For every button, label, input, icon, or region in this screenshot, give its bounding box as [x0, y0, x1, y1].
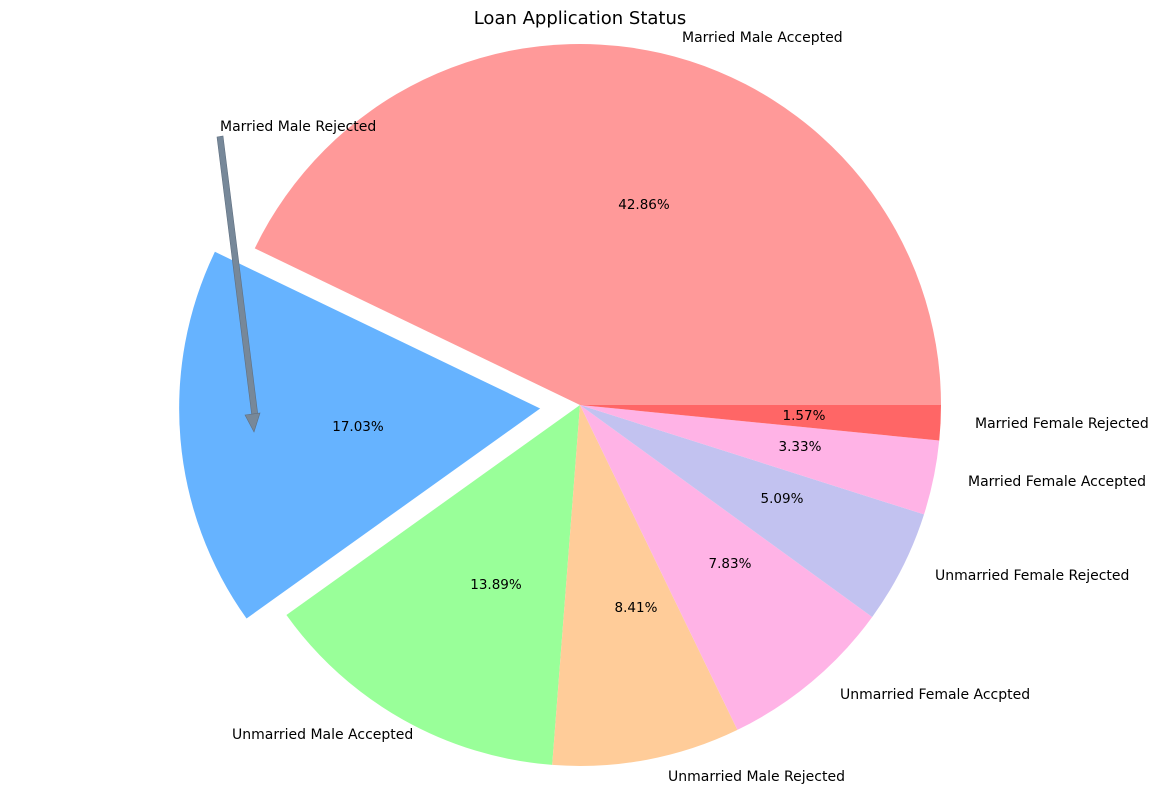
annotation-arrow-head [244, 412, 261, 433]
percent-label-married-female-accepted: 3.33% [779, 439, 822, 455]
pie-slice-unmarried-male-rejected [552, 405, 738, 767]
slices-layer [179, 43, 942, 767]
percent-label-unmarried-male-accepted: 13.89% [470, 577, 522, 593]
percent-label-married-male-accepted: 42.86% [618, 197, 670, 213]
percent-label-unmarried-male-rejected: 8.41% [615, 600, 658, 616]
annotation-layer [216, 135, 261, 433]
percent-label-unmarried-female-rejected: 5.09% [761, 491, 804, 507]
pie-slice-unmarried-female-accpted [580, 405, 873, 730]
percent-label-married-female-rejected: 1.57% [783, 408, 826, 424]
slice-label-unmarried-female-rejected: Unmarried Female Rejected [935, 568, 1129, 584]
pie-slice-married-male-accepted [254, 43, 942, 405]
slice-label-unmarried-female-accpted: Unmarried Female Accpted [840, 687, 1030, 703]
slice-label-unmarried-male-accepted: Unmarried Male Accepted [232, 727, 413, 743]
pie-slice-unmarried-female-rejected [580, 405, 925, 617]
percent-labels-layer: 42.86% 17.03% 13.89% 8.41% 7.83% 5.09% 3.33% 1.… [332, 197, 825, 616]
pie-slice-married-male-rejected [179, 251, 541, 619]
chart-title: Loan Application Status [474, 8, 687, 29]
pie-slice-unmarried-male-accepted [286, 405, 580, 765]
slice-label-married-male-rejected: Married Male Rejected [220, 119, 376, 135]
pie-slice-married-female-accepted [580, 405, 940, 515]
percent-label-unmarried-female-accpted: 7.83% [709, 556, 752, 572]
slice-label-married-female-accepted: Married Female Accepted [968, 474, 1146, 490]
pie-slice-married-female-rejected [580, 405, 941, 441]
slice-label-unmarried-male-rejected: Unmarried Male Rejected [668, 769, 845, 785]
percent-label-married-male-rejected: 17.03% [332, 419, 384, 435]
slice-label-married-female-rejected: Married Female Rejected [975, 416, 1149, 432]
slice-label-married-male-accepted: Married Male Accepted [682, 30, 843, 46]
slice-labels-layer: Married Male Accepted Married Male Reject… [220, 30, 1149, 785]
